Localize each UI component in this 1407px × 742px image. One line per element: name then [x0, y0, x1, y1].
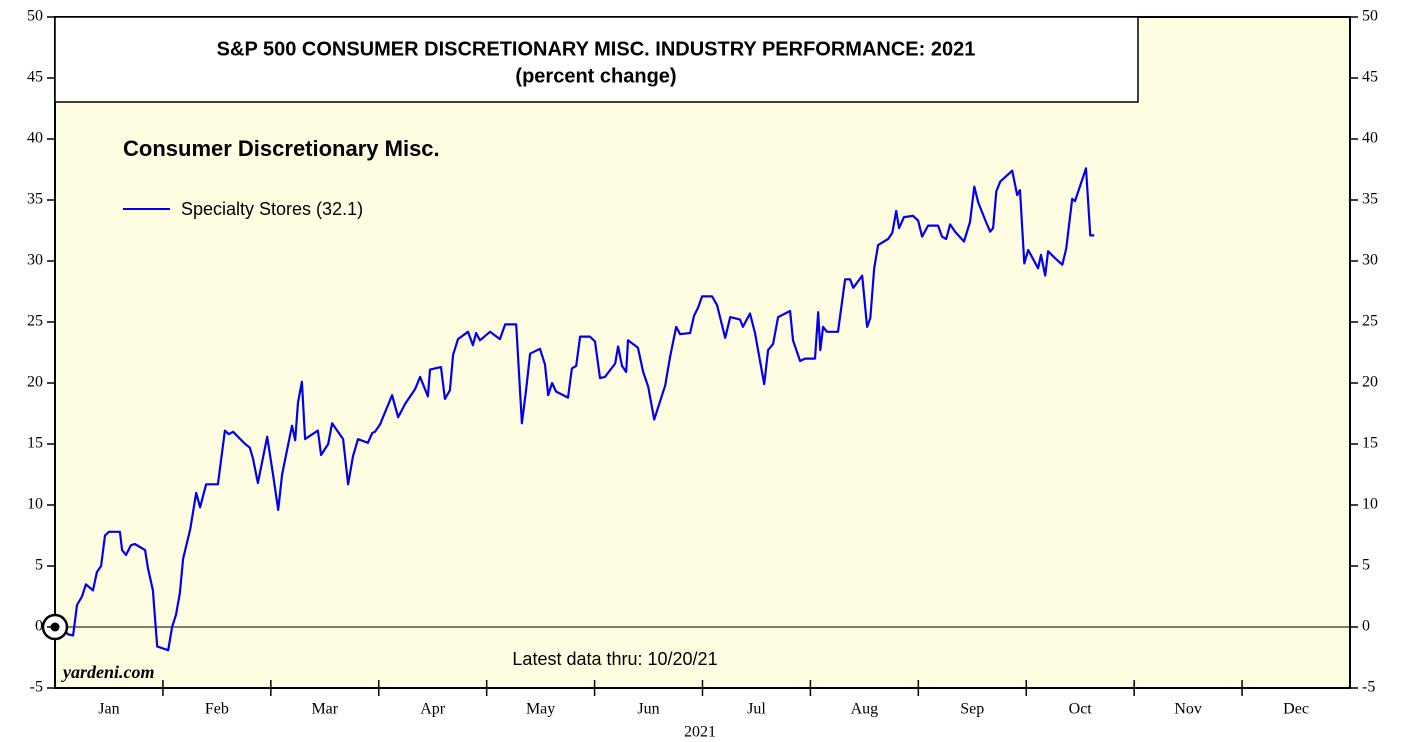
y-tick-label: 50: [27, 8, 43, 25]
y-tick-label: 25: [27, 313, 43, 330]
y-tick-label: 15: [27, 435, 43, 452]
y-tick-label: 30: [27, 252, 43, 269]
x-tick-label: Aug: [851, 701, 879, 718]
y2-tick-label: 0: [1362, 618, 1370, 635]
x-tick-label: Feb: [205, 701, 229, 718]
y2-tick-label: 30: [1362, 252, 1378, 269]
y-tick-label: 20: [27, 374, 43, 391]
y2-tick-label: 50: [1362, 8, 1378, 25]
y2-tick-label: 5: [1362, 557, 1370, 574]
y-tick-label: 10: [27, 496, 43, 513]
x-tick-label: Dec: [1283, 701, 1309, 718]
x-tick-label: Oct: [1069, 701, 1093, 718]
y2-tick-label: 20: [1362, 374, 1378, 391]
plot-background: [55, 17, 1350, 688]
x-tick-label: May: [526, 701, 555, 718]
x-tick-label: Jul: [747, 701, 766, 718]
x-tick-label: Apr: [420, 701, 446, 718]
legend-label: Specialty Stores (32.1): [181, 199, 363, 219]
y2-tick-label: 45: [1362, 69, 1378, 86]
y2-tick-label: 40: [1362, 130, 1378, 147]
y-tick-label: 35: [27, 191, 43, 208]
source: yardeni.com: [61, 662, 155, 682]
y-tick-label: 0: [35, 618, 43, 635]
y-tick-label: -5: [30, 679, 43, 696]
y2-tick-label: 35: [1362, 191, 1378, 208]
chart-subtitle: (percent change): [515, 65, 676, 87]
x-axis-label: 2021: [684, 724, 716, 741]
y2-tick-label: -5: [1362, 679, 1375, 696]
y-tick-label: 40: [27, 130, 43, 147]
annotation: Latest data thru: 10/20/21: [512, 649, 717, 669]
chart-title: S&P 500 CONSUMER DISCRETIONARY MISC. IND…: [217, 38, 976, 60]
legend-title: Consumer Discretionary Misc.: [123, 136, 440, 161]
x-tick-label: Jan: [98, 701, 119, 718]
y2-tick-label: 10: [1362, 496, 1378, 513]
x-tick-label: Jun: [637, 701, 659, 718]
y-tick-label: 45: [27, 69, 43, 86]
x-tick-label: Mar: [311, 701, 338, 718]
y-tick-label: 5: [35, 557, 43, 574]
x-tick-label: Nov: [1174, 701, 1202, 718]
x-tick-label: Sep: [960, 701, 984, 718]
y2-tick-label: 25: [1362, 313, 1378, 330]
series-line: [54, 167, 1095, 652]
y2-tick-label: 15: [1362, 435, 1378, 452]
title-box: [54, 16, 1139, 103]
line-layer: [54, 167, 1095, 652]
